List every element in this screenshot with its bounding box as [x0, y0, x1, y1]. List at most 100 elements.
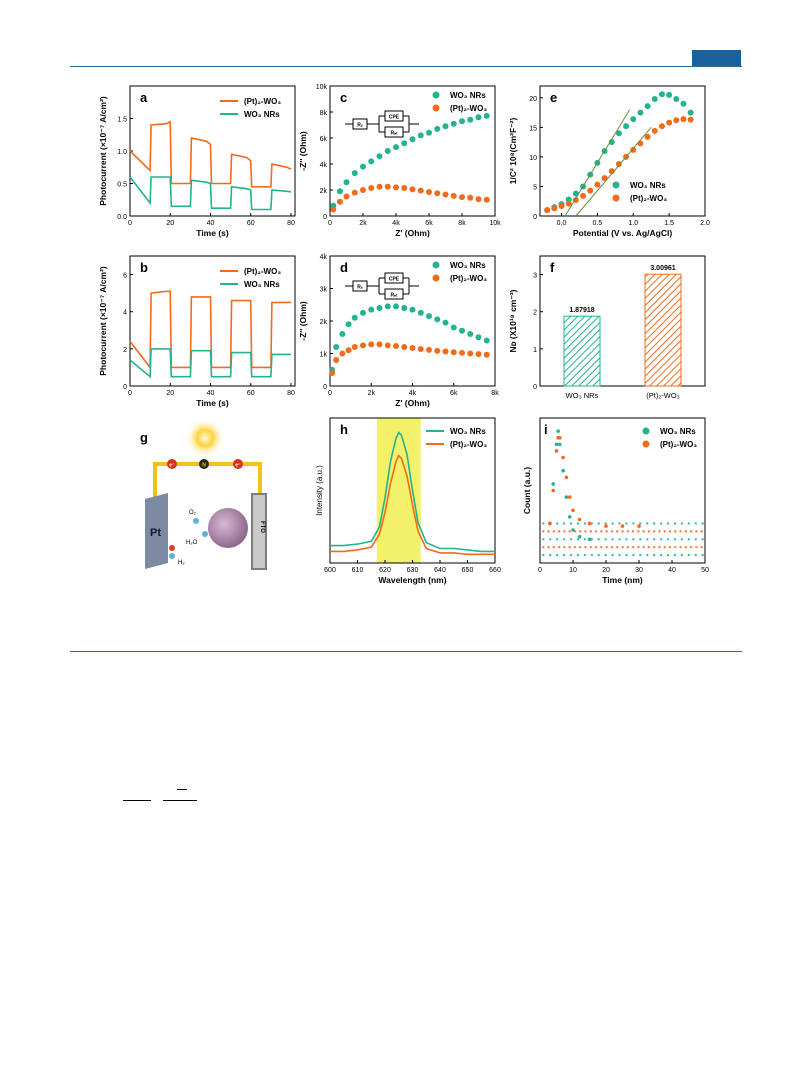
series-wo3	[129, 176, 292, 211]
noise-point	[689, 530, 693, 533]
point-pt-wo3	[483, 196, 490, 203]
noise-point	[673, 553, 677, 557]
noise-point	[616, 545, 619, 549]
y-axis-label: -Z'' (Ohm)	[298, 301, 308, 341]
point-pt-wo3	[601, 175, 608, 182]
noise-point	[621, 545, 624, 549]
x-tick-label: 0	[328, 220, 332, 227]
noise-point	[568, 530, 571, 533]
noise-point	[680, 522, 684, 525]
x-axis-label: Time (s)	[196, 398, 229, 408]
point-wo3	[450, 120, 457, 127]
noise-point	[583, 538, 587, 541]
point-pt-wo3	[687, 116, 694, 123]
noise-point	[555, 553, 559, 557]
noise-point	[694, 553, 697, 557]
noise-point	[639, 538, 642, 541]
x-tick-label: 4k	[409, 390, 417, 397]
point-pt-wo3	[376, 341, 383, 348]
noise-point	[632, 553, 635, 557]
noise-point	[542, 522, 545, 525]
molecule-icon	[169, 553, 175, 559]
point-pt-wo3	[483, 351, 490, 358]
noise-point	[605, 530, 608, 533]
point-wo3	[393, 144, 399, 151]
point-wo3	[651, 96, 658, 102]
noise-point	[576, 522, 580, 525]
point-wo3	[360, 309, 366, 316]
noise-point	[569, 553, 573, 557]
wo3-particle	[208, 508, 248, 548]
point-pt-wo3	[376, 183, 383, 190]
x-tick-label: 0.0	[557, 220, 567, 227]
point-pt-wo3	[666, 119, 673, 126]
noise-point	[658, 545, 661, 549]
x-tick-label: 40	[668, 567, 676, 574]
point-pt-wo3	[604, 524, 608, 528]
noise-point	[618, 553, 621, 557]
y-tick-label: 6k	[320, 136, 328, 143]
point-wo3	[351, 170, 358, 177]
y-axis-label: -Z'' (Ohm)	[298, 131, 308, 171]
point-wo3	[417, 309, 424, 316]
noise-point	[597, 538, 600, 541]
noise-point	[584, 545, 587, 549]
y-tick-label: 8k	[320, 110, 328, 117]
point-wo3	[426, 129, 432, 136]
point-pt-wo3	[637, 524, 641, 528]
point-pt-wo3	[554, 449, 559, 453]
y-tick-label: 1.5	[117, 117, 127, 124]
point-pt-wo3	[417, 187, 424, 194]
noise-point	[701, 538, 704, 541]
panel-h-letter: h	[340, 422, 348, 437]
noise-point	[642, 530, 645, 533]
noise-point	[579, 530, 582, 533]
noise-point	[547, 545, 550, 549]
point-pt-wo3	[571, 508, 575, 513]
x-tick-label: 20	[166, 220, 174, 227]
legend-marker	[432, 104, 440, 112]
noise-point	[576, 553, 580, 557]
molecule-label: O₂	[189, 510, 197, 516]
point-wo3	[567, 515, 572, 519]
noise-point	[652, 553, 656, 557]
noise-point	[563, 545, 566, 549]
noise-point	[555, 538, 559, 541]
point-wo3	[409, 306, 416, 313]
point-pt-wo3	[339, 350, 346, 357]
legend-label: WO₃ NRs	[450, 91, 486, 100]
noise-point	[694, 522, 697, 525]
x-tick-label: 620	[379, 567, 391, 574]
noise-point	[652, 538, 656, 541]
y-tick-label: 2k	[320, 188, 328, 195]
point-pt-wo3	[673, 117, 680, 124]
point-pt-wo3	[450, 349, 457, 356]
noise-point	[684, 545, 688, 549]
y-tick-label: 20	[529, 96, 537, 103]
noise-point	[673, 522, 677, 525]
point-wo3	[333, 344, 340, 350]
noise-point	[626, 545, 629, 549]
point-pt-wo3	[384, 183, 391, 190]
noise-point	[625, 538, 628, 541]
noise-point	[695, 530, 698, 533]
noise-point	[625, 522, 628, 525]
noise-point	[542, 545, 545, 549]
legend-label: WO₃ NRs	[450, 427, 486, 436]
header-rule	[70, 66, 742, 67]
x-tick-label: 40	[207, 390, 215, 397]
x-tick-label: 8k	[491, 390, 499, 397]
point-pt-wo3	[651, 127, 658, 134]
noise-point	[663, 530, 666, 533]
noise-point	[631, 545, 635, 549]
point-wo3	[615, 130, 622, 137]
x-tick-label: 0.5	[593, 220, 603, 227]
point-wo3	[459, 118, 465, 125]
x-tick-label: 0	[128, 220, 132, 227]
panel-d-letter: d	[340, 260, 348, 275]
y-axis-label: 1/C² 10⁸(Cm²F⁻²)	[508, 118, 518, 185]
y-tick-label: 2	[123, 347, 127, 354]
point-wo3	[571, 528, 575, 532]
point-wo3	[564, 495, 569, 499]
